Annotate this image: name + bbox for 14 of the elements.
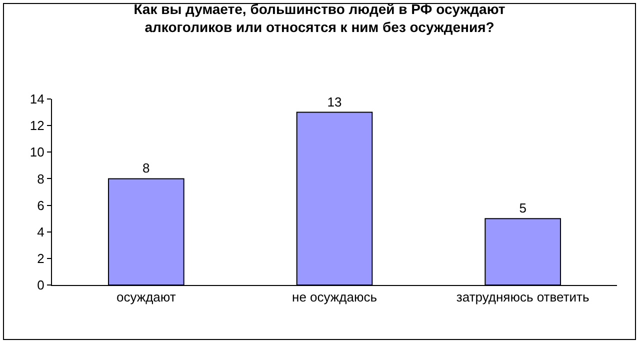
x-tick-label: не осуждаюсь <box>292 290 378 305</box>
data-label: 5 <box>519 200 526 216</box>
y-tick-label: 14 <box>30 92 44 107</box>
data-label: 13 <box>327 94 342 110</box>
y-tick-label: 8 <box>37 171 44 186</box>
x-tick-label: затрудняюсь ответить <box>456 290 590 305</box>
y-tick-label: 12 <box>30 118 44 134</box>
y-tick-label: 4 <box>37 224 44 240</box>
data-label: 8 <box>142 160 150 176</box>
y-tick-label: 0 <box>37 278 44 293</box>
x-tick-label: осуждают <box>116 290 176 305</box>
y-tick-label: 2 <box>37 250 44 266</box>
y-tick-label: 10 <box>30 144 44 160</box>
y-tick-label: 6 <box>37 198 44 213</box>
